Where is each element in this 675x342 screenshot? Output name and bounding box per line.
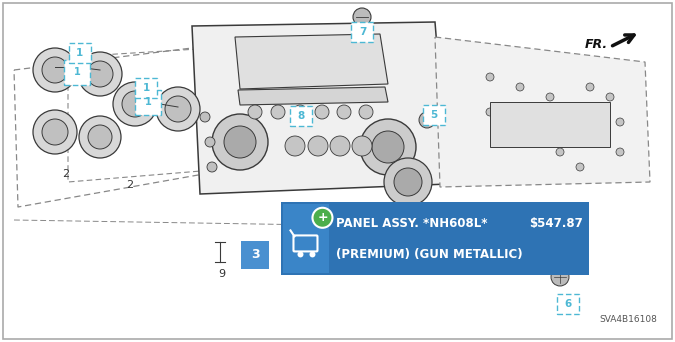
FancyBboxPatch shape — [558, 294, 579, 314]
Text: 3: 3 — [251, 248, 259, 261]
Polygon shape — [235, 34, 388, 89]
Circle shape — [516, 83, 524, 91]
Circle shape — [42, 57, 68, 83]
Text: 2: 2 — [126, 180, 134, 190]
FancyBboxPatch shape — [69, 43, 90, 63]
Circle shape — [337, 105, 351, 119]
FancyBboxPatch shape — [135, 90, 161, 115]
Circle shape — [616, 148, 624, 156]
Text: 9: 9 — [219, 269, 225, 279]
Circle shape — [359, 105, 373, 119]
FancyBboxPatch shape — [64, 60, 90, 85]
Circle shape — [315, 105, 329, 119]
Circle shape — [360, 119, 416, 175]
Circle shape — [308, 136, 328, 156]
Circle shape — [200, 112, 210, 122]
Circle shape — [78, 52, 122, 96]
Text: (PREMIUM) (GUN METALLIC): (PREMIUM) (GUN METALLIC) — [336, 248, 523, 261]
Circle shape — [224, 126, 256, 158]
Circle shape — [556, 148, 564, 156]
Circle shape — [293, 105, 307, 119]
Circle shape — [486, 108, 494, 116]
Text: 1: 1 — [143, 83, 150, 93]
FancyBboxPatch shape — [284, 204, 329, 273]
Circle shape — [372, 131, 404, 163]
FancyBboxPatch shape — [290, 106, 312, 126]
Circle shape — [352, 136, 372, 156]
Circle shape — [33, 48, 77, 92]
Circle shape — [313, 208, 333, 228]
Text: 7: 7 — [359, 27, 366, 37]
Text: +: + — [317, 211, 328, 224]
Text: 1: 1 — [74, 67, 80, 77]
Circle shape — [606, 93, 614, 101]
Text: 2: 2 — [62, 169, 70, 179]
Circle shape — [207, 162, 217, 172]
Circle shape — [419, 112, 435, 128]
Text: $547.87: $547.87 — [529, 217, 583, 231]
FancyBboxPatch shape — [241, 241, 269, 269]
Text: FR.: FR. — [585, 38, 608, 51]
Circle shape — [122, 91, 148, 117]
FancyBboxPatch shape — [352, 22, 373, 42]
Polygon shape — [192, 22, 448, 194]
Text: PANEL ASSY. *NH608L*: PANEL ASSY. *NH608L* — [336, 217, 488, 231]
Text: 5: 5 — [431, 109, 437, 120]
Circle shape — [248, 105, 262, 119]
Polygon shape — [435, 37, 650, 187]
Circle shape — [285, 136, 305, 156]
Circle shape — [536, 118, 544, 126]
Circle shape — [113, 82, 157, 126]
Circle shape — [616, 118, 624, 126]
Circle shape — [156, 87, 200, 131]
Circle shape — [384, 158, 432, 206]
Text: 1: 1 — [76, 48, 83, 58]
Text: 6: 6 — [565, 299, 572, 309]
FancyBboxPatch shape — [136, 78, 157, 98]
Circle shape — [87, 61, 113, 87]
FancyBboxPatch shape — [3, 3, 672, 339]
Circle shape — [486, 73, 494, 81]
Circle shape — [330, 136, 350, 156]
Circle shape — [88, 125, 112, 149]
FancyBboxPatch shape — [490, 102, 610, 147]
Circle shape — [271, 105, 285, 119]
FancyBboxPatch shape — [423, 105, 445, 124]
Circle shape — [586, 83, 594, 91]
Circle shape — [551, 268, 569, 286]
Text: 8: 8 — [298, 111, 304, 121]
Circle shape — [298, 251, 304, 258]
Circle shape — [546, 93, 554, 101]
Circle shape — [79, 116, 121, 158]
Circle shape — [506, 128, 514, 136]
Circle shape — [353, 8, 371, 26]
Circle shape — [205, 137, 215, 147]
FancyBboxPatch shape — [281, 202, 589, 275]
Circle shape — [42, 119, 68, 145]
Circle shape — [566, 123, 574, 131]
Polygon shape — [238, 87, 388, 105]
Circle shape — [309, 251, 315, 258]
Circle shape — [576, 163, 584, 171]
Circle shape — [165, 96, 191, 122]
Text: SVA4B16108: SVA4B16108 — [599, 315, 657, 324]
Text: 1: 1 — [144, 97, 151, 107]
Circle shape — [212, 114, 268, 170]
Circle shape — [394, 168, 422, 196]
Circle shape — [33, 110, 77, 154]
